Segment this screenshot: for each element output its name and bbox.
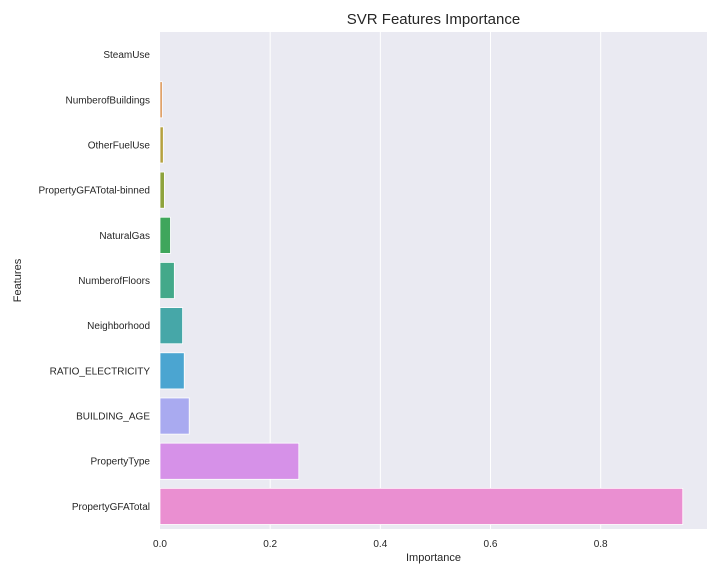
x-tick-label: 0.0	[153, 539, 167, 550]
bar	[159, 487, 684, 525]
x-tick-label: 0.6	[484, 539, 498, 550]
x-tick-labels: 0.0 0.2 0.4 0.6 0.8	[153, 539, 608, 550]
y-tick-label: PropertyGFATotal-binned	[38, 186, 150, 197]
y-tick-label: PropertyType	[91, 457, 151, 468]
bar	[159, 126, 164, 164]
x-tick-label: 0.8	[594, 539, 608, 550]
bar	[159, 216, 171, 254]
bar	[159, 81, 163, 119]
bar	[159, 307, 183, 345]
y-tick-label: NumberofBuildings	[66, 95, 151, 106]
bars	[159, 81, 684, 525]
x-tick-label: 0.4	[373, 539, 387, 550]
y-tick-labels: SteamUse NumberofBuildings OtherFuelUse Pro…	[38, 50, 150, 513]
y-tick-label: SteamUse	[103, 50, 150, 61]
bar	[159, 352, 185, 390]
chart-title: SVR Features Importance	[347, 11, 520, 28]
y-tick-label: PropertyGFATotal	[72, 502, 150, 513]
y-tick-label: Neighborhood	[87, 321, 150, 332]
y-tick-label: NaturalGas	[99, 231, 150, 242]
y-tick-label: RATIO_ELECTRICITY	[50, 366, 151, 377]
y-tick-label: NumberofFloors	[78, 276, 150, 287]
y-tick-label: BUILDING_AGE	[76, 412, 150, 423]
bar	[159, 262, 175, 299]
bar	[159, 171, 165, 209]
bar	[159, 397, 190, 435]
y-axis-label: Features	[12, 258, 24, 302]
x-axis-label: Importance	[406, 552, 461, 564]
x-tick-label: 0.2	[263, 539, 277, 550]
y-tick-label: OtherFuelUse	[88, 140, 151, 151]
bar	[159, 442, 300, 480]
